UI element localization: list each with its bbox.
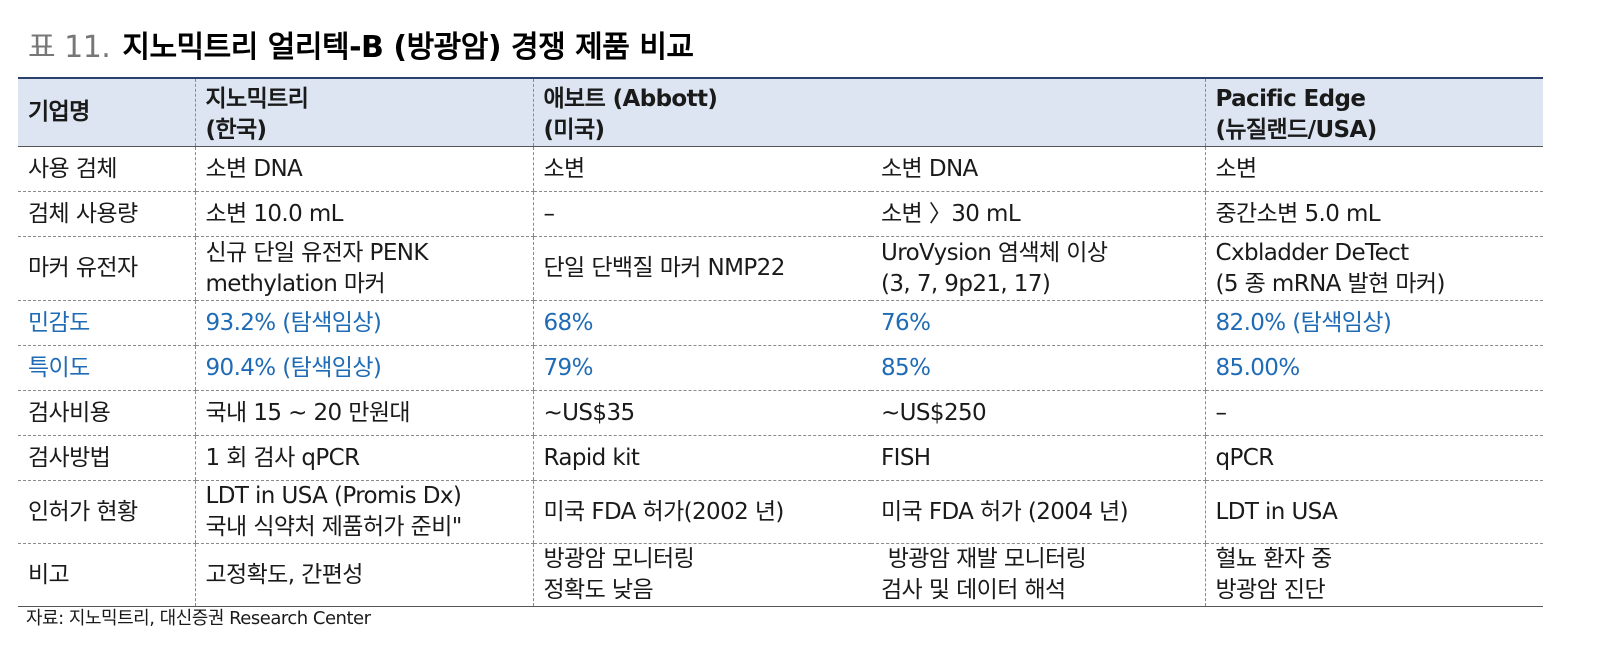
- table-cell: 미국 FDA 허가(2002 년): [532, 480, 871, 544]
- header-text: 지노믹트리: [205, 86, 309, 112]
- table-cell: 68%: [532, 300, 871, 346]
- header-text: Pacific Edge: [1215, 86, 1366, 112]
- header-genomictree: 지노믹트리 (한국): [194, 77, 533, 147]
- cell-line: LDT in USA (Promis Dx): [205, 483, 462, 509]
- cell-line: 혈뇨 환자 중: [1215, 546, 1333, 572]
- cell-line: UroVysion 염색체 이상: [881, 239, 1108, 266]
- cell-line: (5 종 mRNA 발현 마커): [1215, 270, 1446, 297]
- table-cell: FISH: [871, 435, 1205, 481]
- table-cell: 1 회 검사 qPCR: [194, 435, 533, 481]
- table-cell: LDT in USA: [1204, 480, 1543, 544]
- table-cell: Cxbladder DeTect (5 종 mRNA 발현 마커): [1204, 236, 1543, 301]
- table-cell: ~US$250: [871, 390, 1205, 436]
- table-cell: UroVysion 염색체 이상 (3, 7, 9p21, 17): [871, 236, 1205, 301]
- source-note: 자료: 지노믹트리, 대신증권 Research Center: [26, 608, 371, 629]
- header-text: (미국): [543, 117, 606, 143]
- cell-line: 방광암 모니터링: [543, 546, 695, 572]
- row-label: 특이도: [18, 345, 195, 391]
- table-cell: 93.2% (탐색임상): [194, 300, 533, 346]
- table-cell: 국내 15 ~ 20 만원대: [194, 390, 533, 436]
- cell-line: methylation 마커: [205, 270, 386, 297]
- table-cell: 소변: [1204, 146, 1543, 192]
- table-cell: 고정확도, 간편성: [194, 543, 533, 607]
- table-cell: 중간소변 5.0 mL: [1204, 191, 1543, 237]
- cell-line: 방광암 진단: [1215, 577, 1326, 603]
- table-cell: 소변 DNA: [194, 146, 533, 192]
- cell-line: 검사 및 데이터 해석: [881, 577, 1066, 603]
- cell-line: 신규 단일 유전자 PENK: [205, 239, 429, 266]
- table-cell: 소변: [532, 146, 871, 192]
- table-title-text: 지노믹트리 얼리텍-B (방광암) 경쟁 제품 비교: [122, 30, 694, 65]
- table-row: 비고 고정확도, 간편성 방광암 모니터링 정확도 낮음 방광암 재발 모니터링…: [18, 543, 1543, 607]
- table-row: 민감도 93.2% (탐색임상) 68% 76% 82.0% (탐색임상): [18, 300, 1543, 346]
- table-cell: 소변 DNA: [871, 146, 1205, 192]
- table-cell: 방광암 모니터링 정확도 낮음: [532, 543, 871, 607]
- cell-line: 정확도 낮음: [543, 577, 654, 603]
- table-row: 인허가 현황 LDT in USA (Promis Dx) 국내 식약처 제품허…: [18, 480, 1543, 544]
- comparison-table: 기업명 지노믹트리 (한국) 애보트 (Abbott) (미국) Pacific…: [18, 77, 1543, 607]
- table-cell: 혈뇨 환자 중 방광암 진단: [1204, 543, 1543, 607]
- table-cell: qPCR: [1204, 435, 1543, 481]
- table-cell: 85%: [871, 345, 1205, 391]
- table-row: 마커 유전자 신규 단일 유전자 PENK methylation 마커 단일 …: [18, 236, 1543, 301]
- header-text: (뉴질랜드/USA): [1215, 117, 1378, 143]
- cell-line: Cxbladder DeTect: [1215, 239, 1410, 266]
- header-pacific-edge: Pacific Edge (뉴질랜드/USA): [1204, 77, 1543, 147]
- table-cell: 90.4% (탐색임상): [194, 345, 533, 391]
- table-cell: Rapid kit: [532, 435, 871, 481]
- header-abbott: 애보트 (Abbott) (미국): [532, 77, 1205, 147]
- table-cell: 미국 FDA 허가 (2004 년): [871, 480, 1205, 544]
- row-label: 검사방법: [18, 435, 195, 481]
- table-cell: 소변 10.0 mL: [194, 191, 533, 237]
- row-label: 인허가 현황: [18, 480, 195, 544]
- table-header-row: 기업명 지노믹트리 (한국) 애보트 (Abbott) (미국) Pacific…: [18, 77, 1543, 147]
- table-row: 사용 검체 소변 DNA 소변 소변 DNA 소변: [18, 146, 1543, 192]
- header-text: (한국): [205, 117, 268, 143]
- cell-line: (3, 7, 9p21, 17): [881, 270, 1051, 297]
- header-company-label: 기업명: [18, 77, 195, 147]
- table-cell: LDT in USA (Promis Dx) 국내 식약처 제품허가 준비": [194, 480, 533, 544]
- row-label: 마커 유전자: [18, 236, 195, 301]
- table-cell: 소변 〉30 mL: [871, 191, 1205, 237]
- table-cell: 79%: [532, 345, 871, 391]
- table-title: 표 11. 지노믹트리 얼리텍-B (방광암) 경쟁 제품 비교: [28, 22, 694, 66]
- table-cell: 85.00%: [1204, 345, 1543, 391]
- table-cell: 82.0% (탐색임상): [1204, 300, 1543, 346]
- table-cell: –: [532, 191, 871, 237]
- row-label: 비고: [18, 543, 195, 607]
- cell-line: 국내 식약처 제품허가 준비": [205, 514, 463, 540]
- row-label: 민감도: [18, 300, 195, 346]
- table-row: 검사방법 1 회 검사 qPCR Rapid kit FISH qPCR: [18, 435, 1543, 481]
- table-cell: –: [1204, 390, 1543, 436]
- table-row: 특이도 90.4% (탐색임상) 79% 85% 85.00%: [18, 345, 1543, 391]
- table-row: 검체 사용량 소변 10.0 mL – 소변 〉30 mL 중간소변 5.0 m…: [18, 191, 1543, 237]
- cell-line: 방광암 재발 모니터링: [881, 546, 1087, 572]
- row-label: 검체 사용량: [18, 191, 195, 237]
- table-number: 표 11.: [28, 30, 111, 65]
- table-row: 검사비용 국내 15 ~ 20 만원대 ~US$35 ~US$250 –: [18, 390, 1543, 436]
- table-cell: 신규 단일 유전자 PENK methylation 마커: [194, 236, 533, 301]
- table-cell: 단일 단백질 마커 NMP22: [532, 236, 871, 301]
- table-cell: ~US$35: [532, 390, 871, 436]
- table-cell: 방광암 재발 모니터링 검사 및 데이터 해석: [871, 543, 1205, 607]
- header-text: 애보트 (Abbott): [543, 86, 718, 112]
- row-label: 검사비용: [18, 390, 195, 436]
- table-cell: 76%: [871, 300, 1205, 346]
- row-label: 사용 검체: [18, 146, 195, 192]
